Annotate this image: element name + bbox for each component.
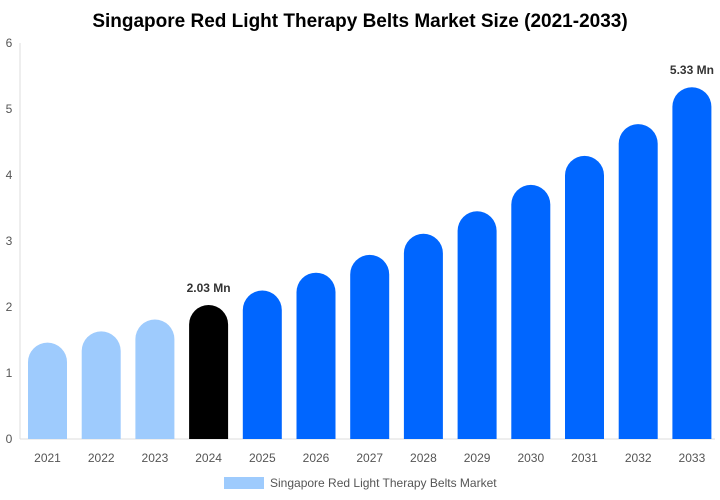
x-tick-label: 2030 bbox=[517, 451, 544, 465]
bar-2022 bbox=[81, 331, 121, 439]
x-tick-label: 2028 bbox=[410, 451, 437, 465]
bar-2024 bbox=[189, 305, 229, 439]
bar-2027 bbox=[350, 254, 390, 439]
x-tick-label: 2026 bbox=[303, 451, 330, 465]
bar-2030 bbox=[511, 184, 551, 439]
y-tick-label: 6 bbox=[6, 36, 13, 50]
legend-label: Singapore Red Light Therapy Belts Market bbox=[270, 476, 497, 490]
x-tick-label: 2031 bbox=[571, 451, 598, 465]
legend: Singapore Red Light Therapy Belts Market bbox=[224, 476, 497, 490]
bar-2023 bbox=[135, 319, 175, 439]
x-tick-label: 2022 bbox=[88, 451, 115, 465]
y-tick-label: 3 bbox=[6, 234, 13, 248]
x-tick-label: 2021 bbox=[34, 451, 61, 465]
legend-swatch bbox=[224, 477, 264, 489]
y-tick-label: 5 bbox=[6, 102, 13, 116]
x-tick-label: 2032 bbox=[625, 451, 652, 465]
bar-2026 bbox=[296, 272, 336, 439]
y-tick-label: 4 bbox=[6, 168, 13, 182]
x-tick-label: 2025 bbox=[249, 451, 276, 465]
bar-2021 bbox=[28, 342, 67, 439]
chart-title: Singapore Red Light Therapy Belts Market… bbox=[92, 11, 627, 32]
x-tick-label: 2027 bbox=[356, 451, 383, 465]
data-label: 2.03 Mn bbox=[187, 281, 231, 295]
bar-2031 bbox=[565, 155, 604, 440]
bar-2028 bbox=[403, 233, 443, 439]
bar-2033 bbox=[672, 87, 712, 439]
bar-2032 bbox=[618, 124, 658, 440]
y-tick-label: 2 bbox=[6, 300, 13, 314]
data-label: 5.33 Mn bbox=[670, 63, 714, 77]
x-tick-label: 2024 bbox=[195, 451, 222, 465]
bar-2025 bbox=[242, 290, 282, 439]
x-tick-label: 2023 bbox=[142, 451, 169, 465]
x-tick-label: 2029 bbox=[464, 451, 491, 465]
y-tick-label: 0 bbox=[6, 432, 13, 446]
y-tick-label: 1 bbox=[6, 366, 13, 380]
x-tick-label: 2033 bbox=[679, 451, 706, 465]
bar-2029 bbox=[457, 211, 497, 439]
